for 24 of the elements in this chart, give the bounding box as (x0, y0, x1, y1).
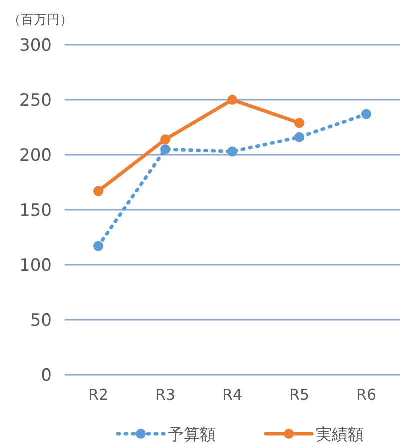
y-tick-label: 0 (41, 366, 52, 386)
point (294, 132, 304, 142)
x-tick-label: R5 (290, 386, 310, 404)
point (160, 134, 170, 145)
point (228, 146, 238, 157)
x-tick-label: R6 (356, 386, 376, 404)
y-tick-label: 100 (20, 256, 52, 276)
point (228, 95, 238, 105)
x-tick-label: R4 (222, 386, 242, 404)
point (362, 109, 372, 120)
point (160, 144, 170, 154)
y-tick-label: 200 (20, 146, 52, 166)
point (94, 241, 104, 252)
y-tick-label: 150 (20, 201, 52, 221)
x-tick-label: R3 (156, 386, 176, 404)
y-tick-label: 50 (30, 311, 52, 331)
y-axis-title: （百万円） (8, 13, 73, 28)
y-tick-label: 250 (20, 91, 52, 111)
legend-label: 実績額 (316, 425, 364, 444)
point (294, 118, 304, 128)
y-tick-label: 300 (20, 36, 52, 56)
legend-label: 予算額 (168, 425, 216, 444)
x-tick-label: R2 (88, 386, 108, 404)
point (94, 186, 104, 196)
